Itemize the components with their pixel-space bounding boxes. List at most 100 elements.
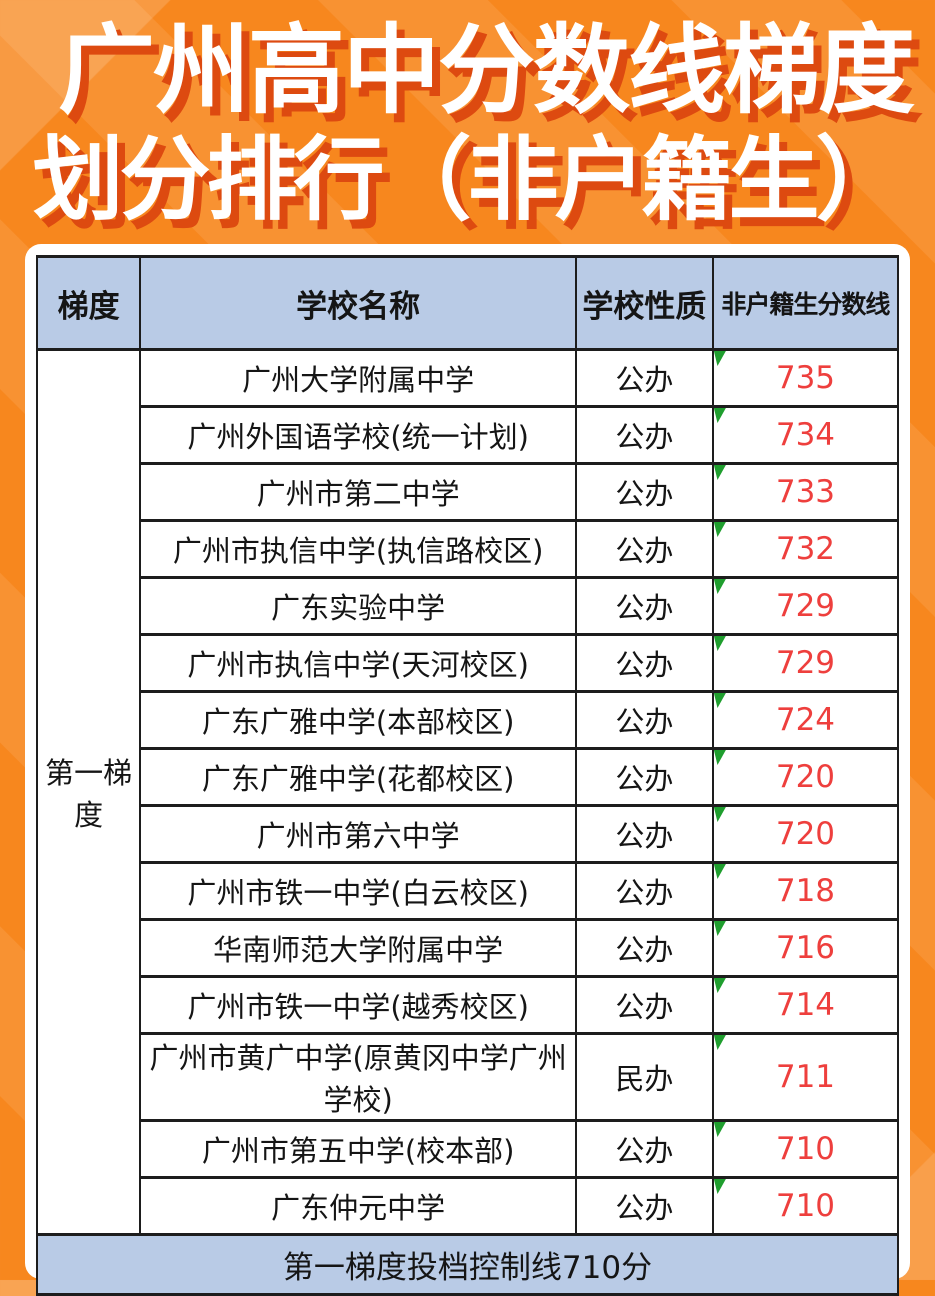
- triangle-marker-icon: [714, 979, 726, 993]
- school-cell: 广州大学附属中学: [139, 348, 577, 408]
- header-row: 梯度 学校名称 学校性质 非户籍生分数线: [35, 255, 900, 351]
- score-value: 716: [775, 930, 836, 966]
- school-cell: 广州市执信中学(天河校区): [139, 633, 577, 693]
- table-row: 广州市执信中学(天河校区) 公办 729: [37, 633, 900, 693]
- score-cell: 724: [711, 690, 900, 750]
- table-row: 广东实验中学 公办 729: [37, 576, 900, 636]
- triangle-marker-icon: [714, 1180, 726, 1194]
- page-title-line1: 广州高中分数线梯度: [58, 14, 915, 127]
- score-cell: 714: [711, 975, 900, 1035]
- school-cell: 广州市铁一中学(白云校区): [139, 861, 577, 921]
- type-cell: 公办: [574, 348, 714, 408]
- school-cell: 华南师范大学附属中学: [139, 918, 577, 978]
- school-cell: 广东广雅中学(本部校区): [139, 690, 577, 750]
- triangle-marker-icon: [714, 751, 726, 765]
- page-title-line2: 划分排行（非户籍生）: [32, 128, 906, 233]
- triangle-marker-icon: [714, 694, 726, 708]
- triangle-marker-icon: [714, 922, 726, 936]
- footer-note: 第一梯度投档控制线710分: [36, 1233, 899, 1296]
- table-row: 广州外国语学校(统一计划) 公办 734: [37, 405, 900, 465]
- score-value: 718: [775, 873, 836, 909]
- score-cell: 718: [711, 861, 900, 921]
- table-row: 广州市第二中学 公办 733: [37, 462, 900, 522]
- score-cell: 734: [711, 405, 900, 465]
- score-cell: 735: [711, 348, 900, 408]
- header-school: 学校名称: [139, 255, 577, 351]
- score-cell: 732: [711, 519, 900, 579]
- score-value: 720: [775, 816, 836, 852]
- score-value: 729: [775, 588, 836, 624]
- school-cell: 广州市执信中学(执信路校区): [139, 519, 577, 579]
- school-cell: 广州市第五中学(校本部): [139, 1119, 577, 1179]
- triangle-marker-icon: [714, 637, 726, 651]
- score-value: 733: [775, 474, 836, 510]
- triangle-marker-icon: [714, 865, 726, 879]
- score-value: 735: [775, 360, 836, 396]
- school-cell: 广东仲元中学: [139, 1176, 577, 1236]
- type-cell: 公办: [574, 1119, 714, 1179]
- type-cell: 公办: [574, 861, 714, 921]
- score-cell: 733: [711, 462, 900, 522]
- score-cell: 729: [711, 576, 900, 636]
- triangle-marker-icon: [714, 409, 726, 423]
- score-value: 710: [775, 1188, 836, 1224]
- type-cell: 公办: [574, 462, 714, 522]
- school-cell: 广州市第二中学: [139, 462, 577, 522]
- score-value: 724: [775, 702, 836, 738]
- table-row: 华南师范大学附属中学 公办 716: [37, 918, 900, 978]
- header-score: 非户籍生分数线: [711, 255, 900, 351]
- score-value: 711: [775, 1059, 836, 1095]
- score-value: 732: [775, 531, 836, 567]
- table-card: 梯度 学校名称 学校性质 非户籍生分数线 第一梯度 广州大学附属中学 公办 73…: [25, 244, 910, 1296]
- table-row: 广东仲元中学 公办 710: [37, 1176, 900, 1236]
- score-cell: 710: [711, 1119, 900, 1179]
- type-cell: 公办: [574, 975, 714, 1035]
- school-cell: 广东实验中学: [139, 576, 577, 636]
- footer-row: 第一梯度投档控制线710分: [36, 1233, 899, 1296]
- type-cell: 公办: [574, 576, 714, 636]
- type-cell: 公办: [574, 519, 714, 579]
- score-cell: 720: [711, 747, 900, 807]
- score-cell: 720: [711, 804, 900, 864]
- table-row: 广州市执信中学(执信路校区) 公办 732: [37, 519, 900, 579]
- type-cell: 公办: [574, 918, 714, 978]
- header-type: 学校性质: [574, 255, 714, 351]
- school-cell: 广东广雅中学(花都校区): [139, 747, 577, 807]
- table-row: 广州市铁一中学(白云校区) 公办 718: [37, 861, 900, 921]
- score-cell: 716: [711, 918, 900, 978]
- type-cell: 公办: [574, 633, 714, 693]
- score-value: 714: [775, 987, 836, 1023]
- score-cell: 711: [711, 1032, 900, 1122]
- table-row: 广州市黄广中学(原黄冈中学广州学校) 民办 711: [37, 1032, 900, 1122]
- score-value: 734: [775, 417, 836, 453]
- triangle-marker-icon: [714, 466, 726, 480]
- type-cell: 公办: [574, 1176, 714, 1236]
- triangle-marker-icon: [714, 808, 726, 822]
- school-cell: 广州市第六中学: [139, 804, 577, 864]
- table-row: 广州市铁一中学(越秀校区) 公办 714: [37, 975, 900, 1035]
- table-row: 第一梯度 广州大学附属中学 公办 735: [35, 348, 900, 1236]
- score-value: 729: [775, 645, 836, 681]
- table-row: 广东广雅中学(花都校区) 公办 720: [37, 747, 900, 807]
- page-title: 广州高中分数线梯度 划分排行（非户籍生）: [0, 0, 935, 232]
- score-cell: 710: [711, 1176, 900, 1236]
- type-cell: 民办: [574, 1032, 714, 1122]
- triangle-marker-icon: [714, 352, 726, 366]
- table-row: 广东广雅中学(本部校区) 公办 724: [37, 690, 900, 750]
- tier-cell: 第一梯度: [35, 348, 142, 1236]
- triangle-marker-icon: [714, 580, 726, 594]
- table-row: 广州市第六中学 公办 720: [37, 804, 900, 864]
- score-value: 710: [775, 1131, 836, 1167]
- triangle-marker-icon: [714, 1036, 726, 1050]
- score-cell: 729: [711, 633, 900, 693]
- type-cell: 公办: [574, 690, 714, 750]
- school-cell: 广州外国语学校(统一计划): [139, 405, 577, 465]
- header-tier: 梯度: [35, 255, 142, 351]
- triangle-marker-icon: [714, 1123, 726, 1137]
- type-cell: 公办: [574, 747, 714, 807]
- triangle-marker-icon: [714, 523, 726, 537]
- type-cell: 公办: [574, 804, 714, 864]
- score-table: 梯度 学校名称 学校性质 非户籍生分数线 第一梯度 广州大学附属中学 公办 73…: [35, 255, 900, 1296]
- table-row: 广州市第五中学(校本部) 公办 710: [37, 1119, 900, 1179]
